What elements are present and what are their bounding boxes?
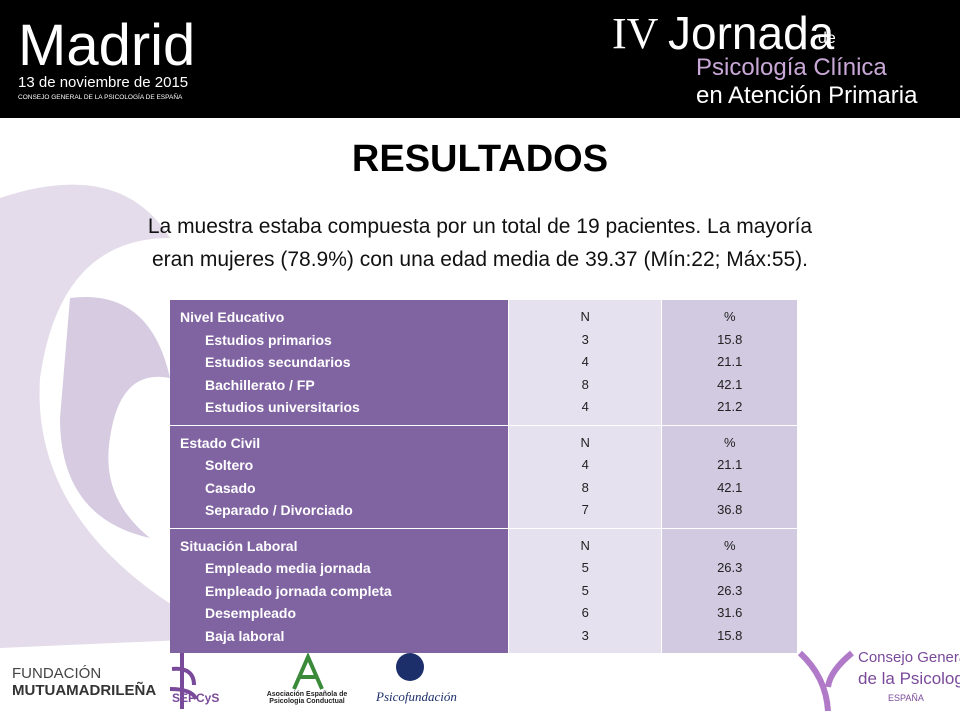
row-label: Estudios primarios [205, 331, 332, 348]
column-header: % [723, 309, 736, 324]
paragraph: La muestra estaba compuesta por un total… [0, 210, 960, 276]
row-n: 3 [581, 627, 589, 643]
paragraph-line: eran mujeres (78.9%) con una edad media … [151, 248, 809, 271]
n-column: N 4 8 7 [507, 425, 662, 528]
logo-text: FUNDACIÓN [12, 665, 102, 682]
logo-text: MUTUAMADRILEÑA [12, 682, 157, 699]
pct-column: % 15.8 21.1 42.1 21.2 [661, 300, 798, 425]
label-column: Estado Civil Soltero Casado Separado / Divo… [170, 425, 508, 528]
row-pct: 15.8 [717, 627, 743, 643]
topic-line2: en Atención Primaria [696, 82, 918, 109]
row-label: Estudios secundarios [205, 354, 351, 370]
section-heading: Estado Civil [180, 434, 261, 451]
row-label: Empleado jornada completa [205, 582, 392, 599]
row-label: Separado / Divorciado [205, 502, 353, 518]
section-heading: Nivel Educativo [180, 309, 285, 325]
organizer: CONSEJO GENERAL DE LA PSICOLOGÍA DE ESPA… [18, 94, 183, 101]
row-n: 8 [581, 376, 589, 392]
topic-line1: Psicología Clínica [696, 54, 887, 81]
row-pct: 31.6 [717, 605, 743, 620]
row-label: Empleado media jornada [205, 560, 371, 576]
row-pct: 21.1 [717, 354, 743, 369]
n-column: N 3 4 8 4 [507, 300, 662, 425]
pct-column: % 21.1 42.1 36.8 [661, 425, 798, 528]
row-n: 4 [581, 457, 589, 472]
date: 13 de noviembre de 2015 [18, 74, 189, 91]
row-label: Baja laboral [205, 627, 285, 644]
row-pct: 36.8 [717, 502, 743, 517]
column-header: N [580, 309, 590, 324]
row-pct: 26.3 [717, 560, 743, 575]
row-pct: 21.1 [717, 457, 743, 472]
pct-column: % 26.3 26.3 31.6 15.8 [661, 528, 798, 653]
n-column: N 5 5 6 3 [507, 528, 662, 653]
row-pct: 21.2 [717, 399, 743, 414]
background-decoration [0, 184, 230, 648]
logo-icon [292, 653, 324, 690]
event-de: de [818, 30, 836, 47]
row-n: 4 [581, 399, 589, 414]
table-section: Nivel Educativo Estudios primarios Estudio… [170, 300, 798, 426]
row-n: 7 [581, 502, 589, 517]
logo-text: Consejo General [858, 649, 960, 666]
column-header: % [723, 434, 736, 450]
column-header: % [723, 537, 736, 553]
table-section: Estado Civil Soltero Casado Separado / Divo… [170, 425, 798, 529]
footer: FUNDACIÓN MUTUAMADRILEÑA SEPCyS Asociaci… [0, 645, 960, 720]
section-heading: Situación Laboral [180, 537, 298, 554]
row-label: Soltero [205, 457, 254, 473]
column-header: N [580, 537, 590, 553]
row-n: 5 [581, 582, 589, 598]
row-pct: 42.1 [717, 376, 743, 392]
row-pct: 15.8 [717, 331, 743, 347]
title: RESULTADOS [351, 138, 609, 180]
label-column: Nivel Educativo Estudios primarios Estudio… [170, 300, 508, 425]
paragraph-line: La muestra estaba compuesta por un total… [147, 215, 813, 238]
results-table: Nivel Educativo Estudios primarios Estudio… [170, 300, 798, 654]
row-label: Desempleado [205, 605, 297, 621]
row-n: 3 [581, 331, 589, 347]
row-n: 8 [581, 479, 589, 495]
city: Madrid [18, 13, 196, 78]
event: Jornada [668, 7, 835, 59]
label-column: Situación Laboral Empleado media jornada E… [170, 528, 508, 653]
header: Madrid 13 de noviembre de 2015 CONSEJO G… [0, 0, 960, 118]
row-pct: 26.3 [717, 582, 743, 598]
logo-text: de la Psicología [858, 669, 960, 688]
logo-text: Psicofundación [376, 689, 457, 704]
row-n: 5 [581, 560, 589, 575]
column-header: N [580, 434, 590, 450]
row-n: 4 [581, 354, 589, 369]
edition: IV [612, 9, 659, 58]
row-label: Casado [205, 479, 256, 496]
logo-icon [169, 653, 198, 709]
table-section: Situación Laboral Empleado media jornada E… [170, 528, 798, 654]
logo-text: ESPAÑA [888, 693, 924, 703]
logo-icon [396, 653, 424, 681]
logo-text: Asociación Española de Psicología Conduc… [266, 691, 348, 705]
row-label: Bachillerato / FP [205, 376, 315, 393]
logo-icon [797, 650, 854, 712]
row-n: 6 [581, 605, 589, 620]
row-pct: 42.1 [717, 479, 743, 495]
row-label: Estudios universitarios [205, 399, 360, 415]
